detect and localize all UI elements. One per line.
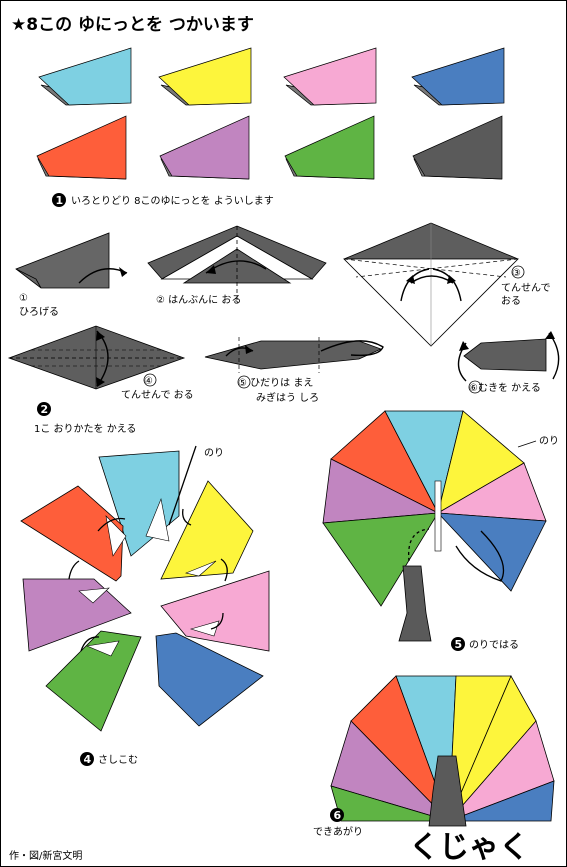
substep-3-text: てんせんで [501, 282, 551, 294]
substep-2-text: ② はんぶんに おる [156, 294, 241, 306]
peacock-finished [330, 675, 555, 822]
step-1-number: 1 [56, 194, 64, 207]
credit: 作・図/新宮文明 [9, 849, 82, 862]
fold-a2 [147, 225, 327, 301]
unit-blue [411, 47, 505, 106]
step-2-text: 1こ おりかたを かえる [34, 423, 136, 435]
substep-6-text: ⑥むきを かえる [469, 382, 541, 394]
substep-4-num: ④ [144, 376, 153, 387]
glue-strip [434, 480, 442, 552]
unit-yellow [158, 47, 252, 106]
glue-label-left: のり [204, 447, 224, 459]
fold-a1 [15, 232, 128, 289]
substep-1-text: ひろげる [19, 306, 59, 318]
unit-cyan [38, 47, 132, 106]
step-4-text: さしこむ [98, 754, 138, 766]
insert-green [45, 630, 142, 732]
unit-gray [412, 115, 503, 180]
substep-5-text: ⑤ ひだりは まえ [238, 377, 313, 389]
fold-a5 [204, 337, 384, 373]
step-2-badge [37, 402, 51, 416]
insert-arrows [68, 445, 228, 652]
insert-red [20, 485, 127, 582]
step-4-badge [80, 752, 94, 766]
step-1-badge [52, 193, 66, 207]
unit-purple [159, 115, 250, 180]
step-6-badge [330, 808, 344, 822]
glue-label-right: のり [539, 435, 559, 447]
step-5-badge [451, 637, 465, 651]
step-1-text: いろとりどり 8このゆにっとを よういします [71, 195, 274, 207]
substep-5-text2: みぎはう しろ [256, 391, 319, 404]
step-5-text: のりではる [469, 639, 519, 651]
fold-a6 [457, 331, 560, 382]
unit-red [36, 115, 127, 180]
insert-purple [22, 578, 132, 652]
peacock-body-5 [398, 565, 432, 642]
insert-pink [160, 570, 270, 652]
unit-green [284, 115, 375, 180]
insert-blue [155, 632, 264, 727]
page-title: ★8この ゆにっとを つかいます [11, 15, 254, 35]
insert-cyan [98, 450, 180, 557]
peacock-body-6 [428, 755, 467, 827]
step-4-number: 4 [84, 753, 92, 766]
result-title: くじゃく [409, 830, 529, 865]
step-5-number: 5 [455, 638, 463, 651]
step-2-number: 2 [41, 403, 49, 416]
fold-a3 [343, 222, 519, 347]
insert-yellow [160, 480, 254, 580]
fold-a4 [7, 325, 186, 390]
step-6-number: 6 [334, 809, 342, 822]
substep-3-text2: おる [501, 295, 521, 307]
substep-4-text: てんせんで おる [121, 389, 194, 401]
unit-pink [283, 47, 377, 106]
peacock-fan [322, 410, 547, 607]
step-6-text: できあがり [313, 825, 363, 838]
substep-3-num: ③ [512, 268, 521, 279]
substep-1-num: ① [19, 293, 28, 304]
